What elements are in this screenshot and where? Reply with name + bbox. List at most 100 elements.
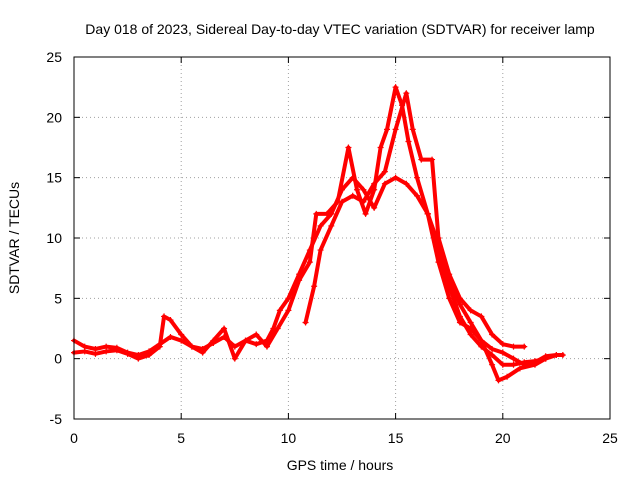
- data-point: [296, 277, 303, 284]
- data-point: [429, 156, 436, 163]
- data-point: [103, 348, 110, 355]
- data-point: [478, 313, 485, 320]
- data-point: [231, 343, 238, 350]
- data-point: [510, 361, 517, 368]
- data-point: [274, 325, 281, 332]
- data-point: [199, 349, 206, 356]
- data-point: [446, 295, 453, 302]
- series-track-d: [424, 210, 549, 384]
- x-tick-label: 0: [70, 430, 78, 446]
- x-tick-label: 5: [177, 430, 185, 446]
- data-point: [339, 198, 345, 205]
- data-point: [377, 144, 384, 151]
- data-point: [360, 198, 367, 205]
- data-point: [253, 331, 260, 338]
- data-point: [135, 355, 142, 362]
- data-point: [414, 192, 421, 199]
- y-axis-label: SDTVAR / TECUs: [6, 182, 22, 294]
- chart-title: Day 018 of 2023, Sidereal Day-to-day VTE…: [85, 21, 595, 37]
- data-point: [435, 259, 442, 266]
- data-point: [446, 277, 453, 284]
- data-point: [405, 138, 412, 145]
- data-point: [146, 352, 153, 359]
- data-point: [328, 222, 335, 229]
- data-point: [531, 361, 538, 368]
- data-point: [392, 126, 399, 133]
- data-point: [317, 247, 324, 254]
- y-tick-label: 10: [46, 230, 62, 246]
- data-point: [414, 174, 421, 181]
- data-point: [231, 355, 238, 362]
- data-point: [510, 343, 517, 350]
- data-point: [521, 343, 528, 350]
- data-point: [384, 126, 391, 133]
- data-point: [559, 352, 566, 359]
- data-point: [210, 337, 217, 344]
- data-point: [489, 346, 496, 353]
- data-point: [302, 319, 309, 326]
- data-point: [242, 337, 249, 344]
- data-point: [495, 377, 502, 384]
- data-point: [392, 84, 399, 91]
- y-tick-label: 20: [46, 109, 62, 125]
- data-point: [317, 222, 324, 229]
- data-point: [489, 352, 496, 359]
- series-line: [303, 91, 527, 349]
- data-point: [285, 295, 292, 302]
- data-point: [253, 341, 260, 348]
- data-point: [178, 331, 185, 338]
- data-point: [285, 307, 292, 314]
- data-point: [161, 313, 168, 320]
- data-point: [349, 192, 356, 199]
- data-point: [345, 144, 352, 151]
- data-point: [456, 319, 463, 326]
- data-point: [510, 355, 517, 362]
- data-point: [221, 325, 228, 332]
- data-point: [306, 259, 313, 266]
- series-line: [425, 211, 548, 383]
- data-point: [467, 331, 474, 338]
- y-tick-label: 0: [54, 351, 62, 367]
- data-point: [553, 352, 560, 359]
- data-point: [113, 347, 120, 354]
- data-point: [313, 210, 320, 217]
- data-point: [167, 317, 174, 324]
- axis-ticks: 0 5 10 15 20 25 -5 0 5 10 15 20 25: [46, 49, 618, 446]
- y-tick-label: 15: [46, 170, 62, 186]
- data-point: [311, 283, 318, 290]
- data-point: [360, 186, 367, 193]
- series-track-c: [302, 90, 528, 350]
- series-line: [72, 85, 559, 367]
- data-point: [409, 126, 416, 133]
- x-tick-label: 10: [281, 430, 297, 446]
- data-point: [263, 343, 270, 350]
- data-point: [499, 341, 506, 348]
- data-point: [276, 307, 283, 314]
- data-point: [403, 180, 410, 187]
- data-point: [323, 210, 330, 217]
- data-point: [489, 331, 496, 338]
- data-point: [418, 156, 425, 163]
- data-point: [516, 365, 523, 372]
- data-point: [542, 355, 549, 362]
- data-point: [392, 174, 399, 181]
- data-point: [371, 180, 378, 187]
- data-point: [456, 301, 463, 308]
- data-point: [156, 343, 163, 350]
- x-tick-label: 20: [495, 430, 511, 446]
- data-point: [489, 361, 496, 368]
- data-point: [178, 337, 185, 344]
- data-point: [478, 337, 485, 344]
- data-point: [124, 350, 131, 357]
- y-tick-label: 25: [46, 49, 62, 65]
- x-tick-label: 15: [388, 430, 404, 446]
- data-point: [381, 180, 388, 187]
- x-tick-label: 25: [602, 430, 618, 446]
- data-point: [467, 319, 474, 326]
- data-point: [371, 204, 378, 211]
- data-point: [403, 90, 410, 97]
- data-point: [499, 349, 506, 356]
- data-point: [499, 361, 506, 368]
- data-point: [354, 186, 361, 193]
